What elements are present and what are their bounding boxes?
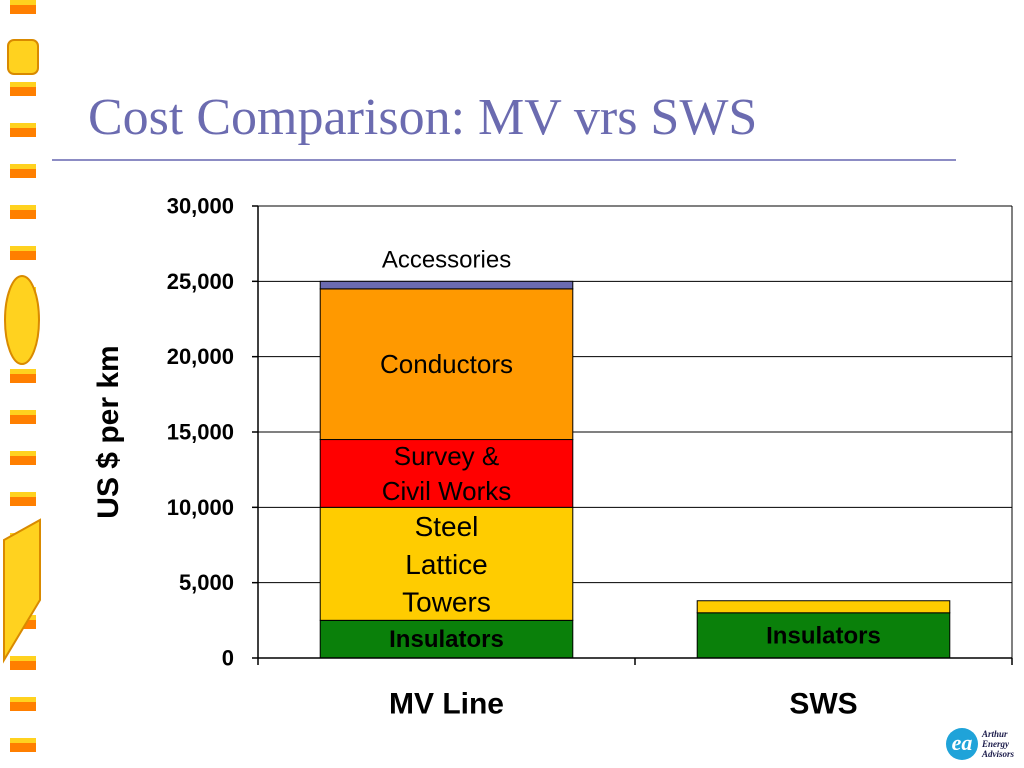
y-tick-label: 10,000 (167, 495, 234, 520)
y-tick-label: 30,000 (167, 194, 234, 219)
decorative-side-strip (3, 0, 41, 752)
title-divider (52, 159, 956, 161)
chart-axes (252, 205, 1013, 665)
company-logo: ea Arthur Energy Advisors (944, 726, 1024, 764)
y-tick-label: 15,000 (167, 420, 234, 445)
bar-segment (696, 600, 951, 614)
x-tick-label: MV Line (389, 688, 504, 721)
strip-bar-highlight (10, 410, 36, 415)
segment-label-line: Towers (402, 586, 491, 617)
strip-bar-highlight (10, 697, 36, 702)
strip-letter-shape (3, 518, 41, 664)
x-tick-labels: MV Line SWS (389, 688, 858, 721)
strip-bar-highlight (10, 82, 36, 87)
strip-bar-highlight (10, 0, 36, 5)
y-axis-label: US $ per km (92, 345, 125, 518)
segment-label-line: Conductors (380, 349, 513, 379)
y-tick-label: 0 (222, 646, 234, 671)
segment-label-line: Lattice (405, 548, 488, 579)
strip-bar-highlight (10, 451, 36, 456)
bar-segment (696, 612, 951, 659)
strip-bar-highlight (10, 492, 36, 497)
y-tick-labels: 0 5,000 10,000 15,000 20,000 25,000 30,000 (167, 194, 234, 671)
x-tick-label: SWS (789, 688, 857, 721)
strip-letter-shape (7, 39, 39, 75)
segment-label-line: Accessories (382, 246, 511, 273)
segment-label-line: Insulators (766, 622, 881, 649)
segment-label-line: Survey & (394, 441, 500, 471)
strip-bar-highlight (10, 369, 36, 374)
segment-label-line: Civil Works (382, 476, 512, 506)
strip-bar-highlight (10, 205, 36, 210)
slide-title: Cost Comparison: MV vrs SWS (88, 89, 758, 146)
logo-wordmark: Arthur Energy Advisors (982, 729, 1014, 759)
bar-segment (319, 280, 574, 290)
bar-segment (319, 506, 574, 621)
segment-label: Conductors (380, 349, 513, 379)
segment-label: Survey & Civil Works (382, 441, 512, 506)
segment-label: Insulators (389, 626, 504, 653)
y-tick-label: 25,000 (167, 269, 234, 294)
strip-bar-highlight (10, 656, 36, 661)
bar-segment (319, 619, 574, 659)
strip-bar-highlight (10, 738, 36, 743)
strip-bar-highlight (10, 246, 36, 251)
strip-letter-shape (4, 275, 40, 365)
logo-mark: ea (946, 728, 978, 760)
segment-label-line: Steel (415, 511, 479, 542)
strip-bar-highlight (10, 164, 36, 169)
chart-bars (319, 280, 951, 659)
strip-bar-highlight (10, 123, 36, 128)
y-tick-label: 5,000 (179, 570, 234, 595)
segment-label: Insulators (766, 622, 881, 649)
chart-segment-labels: Insulators Steel Lattice Towers Survey & Civi… (380, 246, 881, 653)
segment-label: Accessories (382, 246, 511, 273)
logo-word: Energy (982, 739, 1009, 749)
segment-label: Steel Lattice Towers (402, 511, 491, 618)
y-tick-label: 20,000 (167, 344, 234, 369)
logo-word: Arthur (982, 729, 1008, 739)
segment-label-line: Insulators (389, 626, 504, 653)
logo-word: Advisors (982, 749, 1015, 759)
